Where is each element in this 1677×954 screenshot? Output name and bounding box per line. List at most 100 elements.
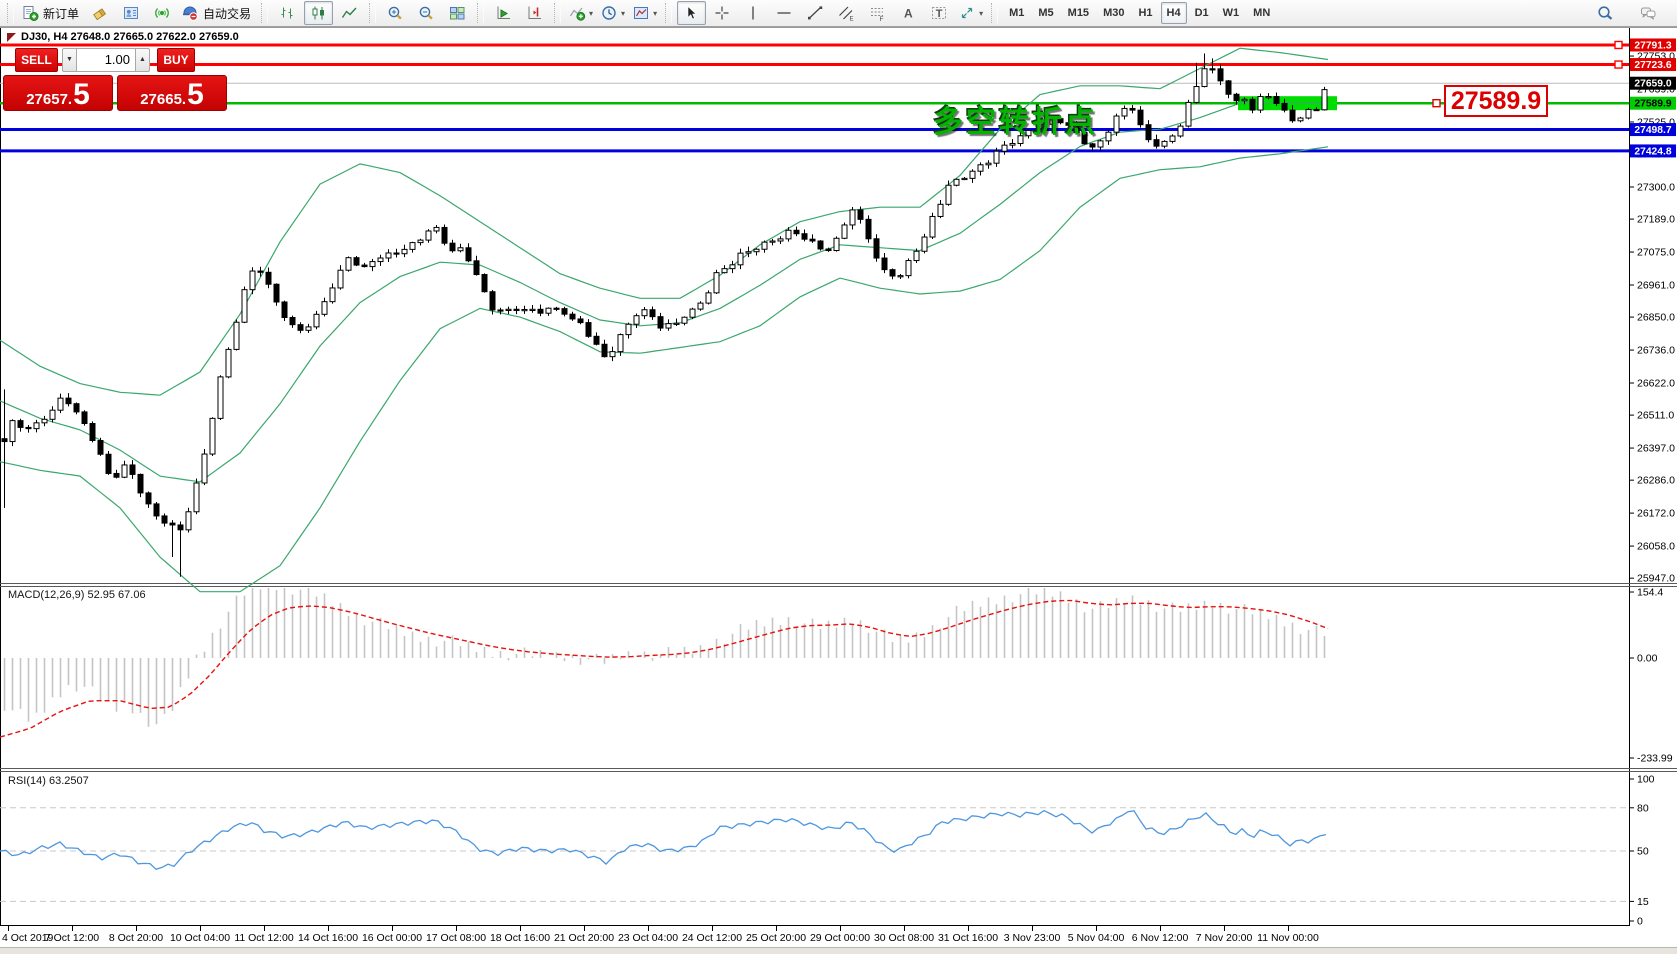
timeframe-d1-button[interactable]: D1 [1194,7,1209,19]
signal-button[interactable] [148,1,177,25]
shift-chart-button[interactable] [520,1,549,25]
templates-dropdown-arrow-icon[interactable]: ▾ [653,8,658,18]
indicators-dropdown-arrow-icon[interactable]: ▾ [589,8,594,18]
chart-title: DJ30, H4 27648.0 27665.0 27622.0 27659.0 [21,31,239,43]
tile-windows-button[interactable] [443,1,472,25]
toolbar-separator [665,3,673,23]
search-button[interactable] [1591,1,1620,25]
svg-text:26511.0: 26511.0 [1637,410,1674,422]
templates-button[interactable]: ▾ [630,1,660,25]
bid-price-pip: 5 [73,78,90,112]
periods-button[interactable]: ▾ [598,1,628,25]
text-button[interactable]: A [894,1,923,25]
chart-line-icon [341,5,358,21]
chat-icon [1640,5,1657,21]
chart-bar-button[interactable] [273,1,302,25]
indicators-button[interactable]: ▾ [566,1,596,25]
svg-text:26286.0: 26286.0 [1637,475,1675,487]
toolbar-separator [7,3,14,23]
svg-text:27723.6: 27723.6 [1634,60,1671,71]
timeframe-h4-button[interactable]: H4 [1160,2,1187,24]
chart-candle-icon [310,5,327,21]
timeframe-m1-button[interactable]: M1 [1009,7,1025,19]
vertical-line-icon [745,5,762,21]
horizontal-line-button[interactable] [770,1,799,25]
toolbar-separator [477,3,485,23]
periods-dropdown-arrow-icon[interactable]: ▾ [621,8,626,18]
timeframe-m15-button[interactable]: M15 [1067,7,1090,19]
svg-text:27659.0: 27659.0 [1634,79,1671,90]
signal-icon [154,5,171,21]
svg-text:4 Oct 2019: 4 Oct 2019 [2,932,54,944]
buy-button[interactable]: BUY [157,47,195,72]
bid-price-button[interactable]: 27657. 5 [3,75,113,111]
svg-text:50: 50 [1637,846,1649,858]
svg-text:26961.0: 26961.0 [1637,280,1675,292]
arrows-button[interactable]: ▾ [956,1,986,25]
timeframe-h1-button[interactable]: H1 [1138,7,1153,19]
timeframe-m5-button[interactable]: M5 [1038,7,1054,19]
svg-text:26850.0: 26850.0 [1637,312,1675,324]
timeframe-w1-button[interactable]: W1 [1222,7,1240,19]
time-axis[interactable] [0,927,1629,948]
svg-text:5 Nov 04:00: 5 Nov 04:00 [1068,932,1125,944]
main-toolbar: 新订单 自动交易 ▾ ▾ ▾ E F A T ▾ M1 M5 M15 M30 H1 H4 D1 W1 MN [0,0,1677,27]
chart-bar-icon [279,5,296,21]
trendline-button[interactable] [801,1,830,25]
svg-text:26172.0: 26172.0 [1637,508,1675,520]
svg-text:0.00: 0.00 [1637,653,1658,665]
profiles-button[interactable] [117,1,146,25]
arrows-icon [959,5,976,21]
svg-text:18 Oct 16:00: 18 Oct 16:00 [490,932,550,944]
sell-button[interactable]: SELL [15,47,58,72]
svg-text:11 Nov 00:00: 11 Nov 00:00 [1257,932,1319,944]
channel-button[interactable]: E [832,1,861,25]
svg-text:6 Nov 12:00: 6 Nov 12:00 [1132,932,1189,944]
svg-text:21 Oct 20:00: 21 Oct 20:00 [554,932,614,944]
fibonacci-icon: F [869,5,886,23]
panel-collapse-arrow-icon[interactable] [7,33,16,42]
svg-text:23 Oct 04:00: 23 Oct 04:00 [618,932,678,944]
chat-button[interactable] [1634,1,1663,25]
autoscroll-button[interactable] [489,1,518,25]
text-icon: A [900,5,917,21]
svg-text:11 Oct 12:00: 11 Oct 12:00 [234,932,294,944]
ask-price-button[interactable]: 27665. 5 [117,75,227,111]
arrows-dropdown-arrow-icon[interactable]: ▾ [979,8,984,18]
price-axis[interactable] [1630,28,1677,925]
svg-text:24 Oct 12:00: 24 Oct 12:00 [682,932,742,944]
autotrade-button[interactable]: 自动交易 [179,1,256,25]
svg-text:26622.0: 26622.0 [1637,378,1675,390]
trade-controls-row: SELL ▼ ▲ BUY [15,47,231,72]
zoom-out-button[interactable] [412,1,441,25]
window-bottom-strip [0,947,1677,954]
search-icon [1597,5,1614,21]
svg-text:27589.9: 27589.9 [1634,99,1671,110]
new-order-button[interactable]: 新订单 [19,1,84,25]
chart-annotation-text: 多空转折点 [933,106,1098,139]
cursor-button[interactable] [677,1,707,25]
vertical-line-button[interactable] [739,1,768,25]
text-label-button[interactable]: T [925,1,954,25]
fibonacci-button[interactable]: F [863,1,892,25]
timeframe-m30-button[interactable]: M30 [1103,7,1125,19]
timeframe-mn-button[interactable]: MN [1253,7,1271,19]
crosshair-button[interactable] [708,1,737,25]
volume-increase-button[interactable]: ▲ [135,47,150,72]
trendline-icon [807,5,824,21]
horizontal-line-icon [776,5,793,21]
zoom-in-button[interactable] [381,1,410,25]
toolbar-separator [261,3,269,23]
chart-line-button[interactable] [335,1,364,25]
chart-candle-button[interactable] [304,1,334,25]
svg-text:27424.8: 27424.8 [1634,146,1671,157]
volume-decrease-button[interactable]: ▼ [62,47,77,72]
eraser-button[interactable] [86,1,115,25]
volume-input[interactable] [77,47,135,72]
svg-text:F: F [880,16,884,21]
svg-text:26736.0: 26736.0 [1637,345,1675,357]
svg-text:29 Oct 00:00: 29 Oct 00:00 [810,932,870,944]
svg-text:27300.0: 27300.0 [1637,182,1675,194]
